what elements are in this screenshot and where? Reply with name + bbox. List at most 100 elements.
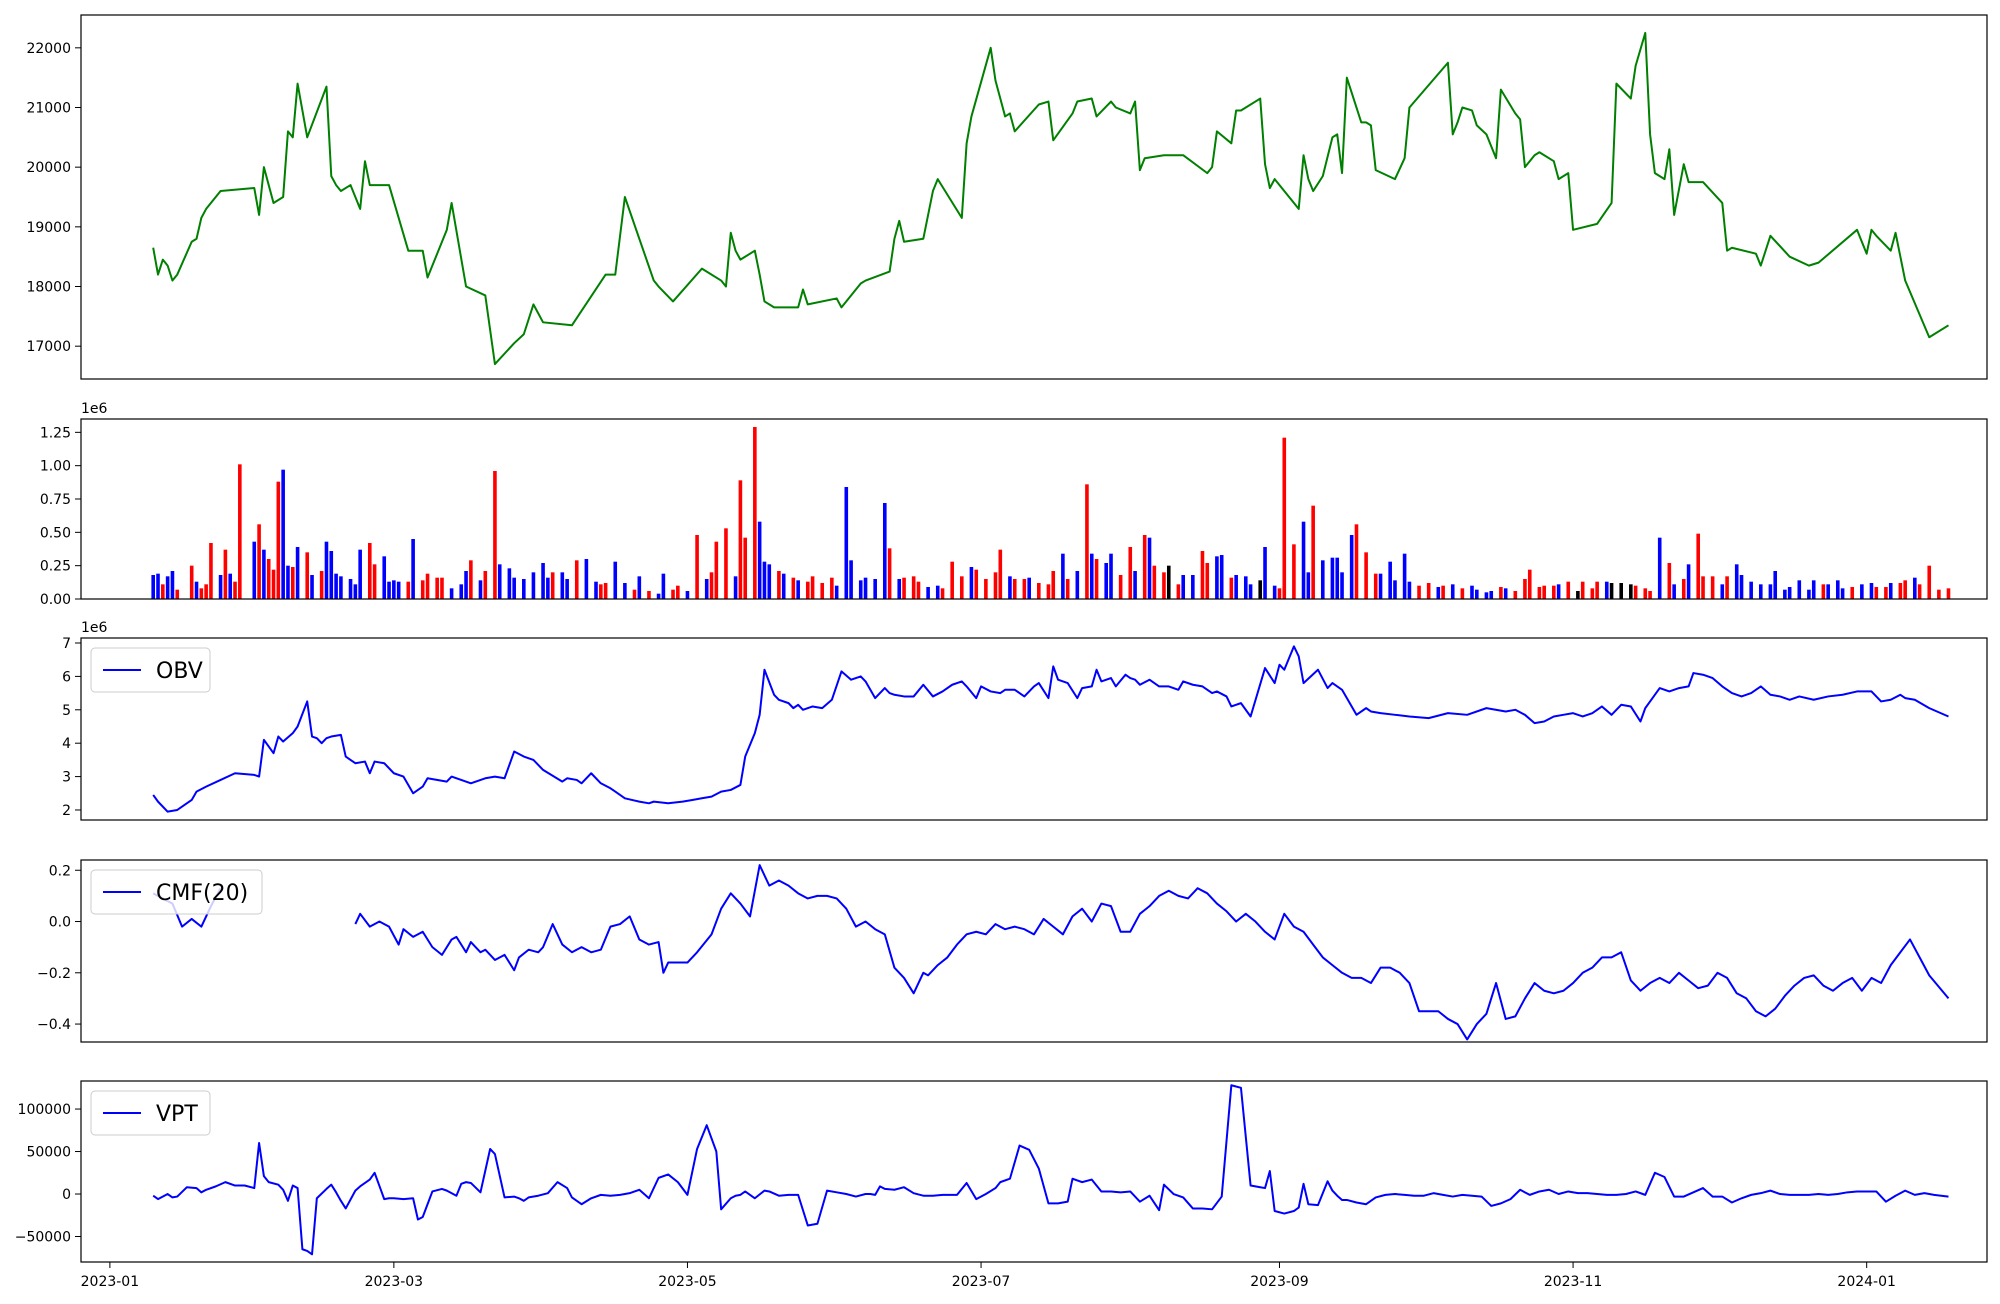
- volume-bar: [1263, 547, 1267, 599]
- volume-bar: [1807, 589, 1811, 599]
- volume-bar: [594, 581, 598, 599]
- volume-bar: [1773, 571, 1778, 599]
- volume-bar: [1850, 587, 1855, 599]
- volume-bar: [676, 585, 680, 599]
- volume-bar: [353, 584, 358, 599]
- y-tick-label: 17000: [26, 339, 71, 355]
- volume-bar: [469, 560, 473, 599]
- x-tick-label: 2023-01: [81, 1274, 140, 1290]
- legend: VPT: [90, 1090, 211, 1136]
- y-tick-label: 2: [62, 803, 71, 819]
- volume-bar: [1364, 552, 1368, 599]
- axes-frame: [80, 418, 1988, 600]
- volume-bar: [483, 571, 488, 599]
- volume-bar: [1012, 579, 1017, 599]
- volume-bar: [1686, 564, 1691, 599]
- volume-bar: [637, 576, 642, 599]
- legend-label: OBV: [156, 659, 203, 684]
- volume-bar: [1441, 585, 1445, 599]
- volume-bar: [358, 549, 362, 599]
- volume-bar: [1022, 579, 1027, 599]
- volume-bar: [1200, 551, 1205, 599]
- volume-bar: [194, 581, 199, 599]
- volume-bar: [1407, 581, 1412, 599]
- volume-bar: [1787, 587, 1792, 599]
- volume-bar: [993, 572, 998, 599]
- volume-bar: [1142, 535, 1147, 599]
- volume-bar: [271, 569, 276, 599]
- price-line: [152, 31, 1950, 366]
- volume-bar: [1162, 572, 1166, 599]
- volume-bar: [1903, 580, 1907, 599]
- volume-bar: [882, 503, 887, 599]
- volume-bar: [1696, 533, 1701, 599]
- volume-bar: [984, 579, 988, 599]
- volume-bar: [753, 427, 757, 599]
- volume-bar: [1181, 575, 1186, 599]
- volume-bar: [1075, 571, 1080, 599]
- volume-bar: [584, 559, 589, 599]
- volume-bar: [1580, 581, 1585, 599]
- volume-bar: [1797, 580, 1802, 599]
- volume-bar: [1089, 553, 1094, 599]
- volume-bar: [911, 576, 916, 599]
- volume-bar: [1272, 585, 1277, 599]
- volume-bar: [324, 541, 329, 599]
- axes-frame: [80, 637, 1988, 821]
- volume-bar: [411, 539, 415, 599]
- volume-bar: [204, 584, 208, 599]
- volume-bar: [1609, 583, 1614, 599]
- volume-bar: [1215, 556, 1219, 599]
- volume-bar: [820, 583, 825, 599]
- volume-bar: [1094, 559, 1099, 599]
- volume-bar: [1537, 587, 1542, 599]
- volume-bar: [257, 524, 261, 599]
- volume-bar: [209, 543, 213, 599]
- volume-bar: [863, 577, 868, 599]
- volume-bar: [599, 584, 603, 599]
- volume-bar: [1460, 588, 1465, 599]
- volume-bar: [1783, 589, 1787, 599]
- volume-bar: [459, 584, 464, 599]
- volume-bar: [1840, 588, 1845, 599]
- volume-bar: [1061, 553, 1065, 599]
- price-panel: 17000 18000 19000 20000 21000 22000: [26, 14, 1988, 380]
- volume-bar: [834, 585, 839, 599]
- volume-bar: [603, 583, 608, 599]
- volume-bar: [565, 579, 569, 599]
- volume-panel: 0.00 0.25 0.50 0.75 1.00 1.25 1e6: [40, 401, 1988, 608]
- volume-bar: [1811, 580, 1816, 599]
- y-tick-label: −0.2: [37, 966, 71, 982]
- volume-bar: [1282, 437, 1287, 599]
- axis-offset-label: 1e6: [81, 620, 108, 636]
- volume-bar: [156, 573, 160, 599]
- volume-bar: [849, 560, 853, 599]
- volume-bar: [1576, 591, 1580, 599]
- volume-bar: [1292, 544, 1296, 599]
- volume-bar: [830, 577, 834, 599]
- legend-label: VPT: [156, 1102, 198, 1127]
- x-tick-label: 2023-07: [952, 1274, 1011, 1290]
- volume-bar: [1046, 584, 1051, 599]
- volume-bar: [497, 564, 502, 599]
- volume-bar: [1739, 575, 1744, 599]
- volume-bar: [1258, 580, 1263, 599]
- volume-bar: [1008, 576, 1012, 599]
- volume-bar: [319, 571, 324, 599]
- volume-bar: [1128, 547, 1133, 599]
- volume-bar: [541, 563, 545, 599]
- y-tick-label: 0.2: [49, 863, 71, 879]
- volume-bar: [632, 589, 637, 599]
- volume-bar: [916, 581, 921, 599]
- volume-bar: [1917, 584, 1922, 599]
- y-tick-label: 0.75: [40, 492, 71, 508]
- volume-bar: [1566, 581, 1571, 599]
- volume-bar: [1720, 584, 1725, 599]
- volume-bar: [791, 577, 796, 599]
- axes-frame: [80, 859, 1988, 1043]
- volume-bar: [1710, 576, 1715, 599]
- volume-bar: [743, 537, 748, 599]
- volume-bar: [1657, 537, 1662, 599]
